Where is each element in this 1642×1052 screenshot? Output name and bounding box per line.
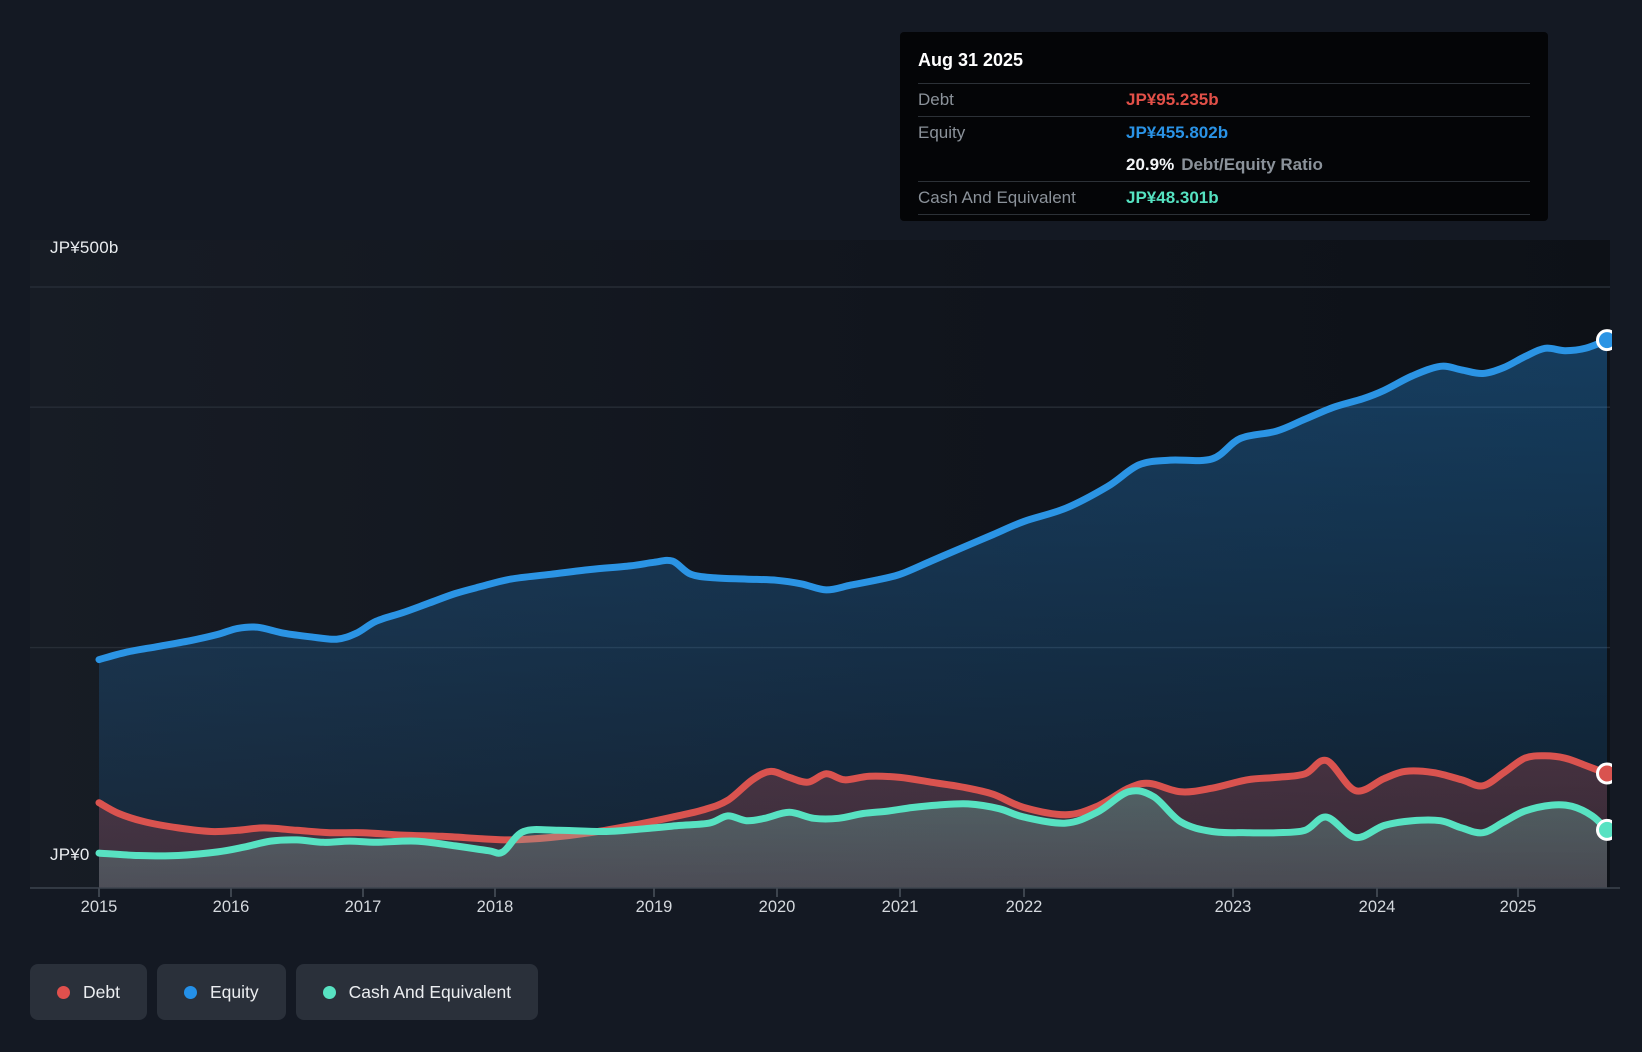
x-axis-label-2025: 2025 (1500, 898, 1537, 917)
cash-and-equivalent-endpoint-marker (1598, 820, 1617, 839)
x-axis-label-2018: 2018 (477, 898, 514, 917)
tooltip-row-label: Equity (918, 123, 1126, 143)
y-axis-zero-label: JP¥0 (50, 845, 90, 865)
tooltip-date: Aug 31 2025 (918, 44, 1530, 84)
x-axis-label-2023: 2023 (1215, 898, 1252, 917)
x-axis-label-2015: 2015 (81, 898, 118, 917)
x-axis-labels: 2015 2016 2017 2018 2019 2020 2021 2022 2023 2024… (0, 898, 1642, 922)
tooltip-row-cash-and-equivalent: Cash And EquivalentJP¥48.301b (918, 182, 1530, 215)
legend-item-equity[interactable]: Equity (157, 964, 286, 1020)
x-axis-ticks (99, 888, 1518, 897)
legend-label: Debt (83, 982, 120, 1003)
legend-item-debt[interactable]: Debt (30, 964, 147, 1020)
debt-endpoint-marker (1598, 764, 1617, 783)
tooltip-row-value: JP¥95.235b (1126, 90, 1219, 110)
y-axis-max-label: JP¥500b (50, 238, 119, 258)
tooltip-row-value: JP¥455.802b (1126, 123, 1228, 143)
tooltip-row-label: Debt (918, 90, 1126, 110)
legend-label: Equity (210, 982, 259, 1003)
x-axis-label-2020: 2020 (759, 898, 796, 917)
tooltip-row-label: Cash And Equivalent (918, 188, 1126, 208)
tooltip-row-value: JP¥48.301b (1126, 188, 1219, 208)
legend-dot (57, 986, 70, 999)
x-axis-label-2022: 2022 (1006, 898, 1043, 917)
x-axis-label-2019: 2019 (636, 898, 673, 917)
tooltip-row-value: 20.9% (1126, 155, 1174, 175)
x-axis-label-2016: 2016 (213, 898, 250, 917)
legend-label: Cash And Equivalent (349, 982, 511, 1003)
x-axis-label-2021: 2021 (882, 898, 919, 917)
x-axis-label-2017: 2017 (345, 898, 382, 917)
tooltip-row-debt: DebtJP¥95.235b (918, 84, 1530, 117)
tooltip-row-equity: EquityJP¥455.802b (918, 117, 1530, 149)
tooltip-ratio-suffix: Debt/Equity Ratio (1181, 155, 1323, 175)
legend-dot (184, 986, 197, 999)
chart-legend: Debt Equity Cash And Equivalent (30, 964, 538, 1020)
tooltip-row-ratio: 20.9% Debt/Equity Ratio (918, 149, 1530, 182)
legend-item-cash-and-equivalent[interactable]: Cash And Equivalent (296, 964, 538, 1020)
balance-sheet-history-chart: JP¥500b JP¥0 2015 2016 2017 2018 2019 2020 202… (0, 0, 1642, 1052)
chart-tooltip: Aug 31 2025 DebtJP¥95.235bEquityJP¥455.8… (900, 32, 1548, 221)
equity-endpoint-marker (1598, 331, 1617, 350)
legend-dot (323, 986, 336, 999)
x-axis-label-2024: 2024 (1359, 898, 1396, 917)
